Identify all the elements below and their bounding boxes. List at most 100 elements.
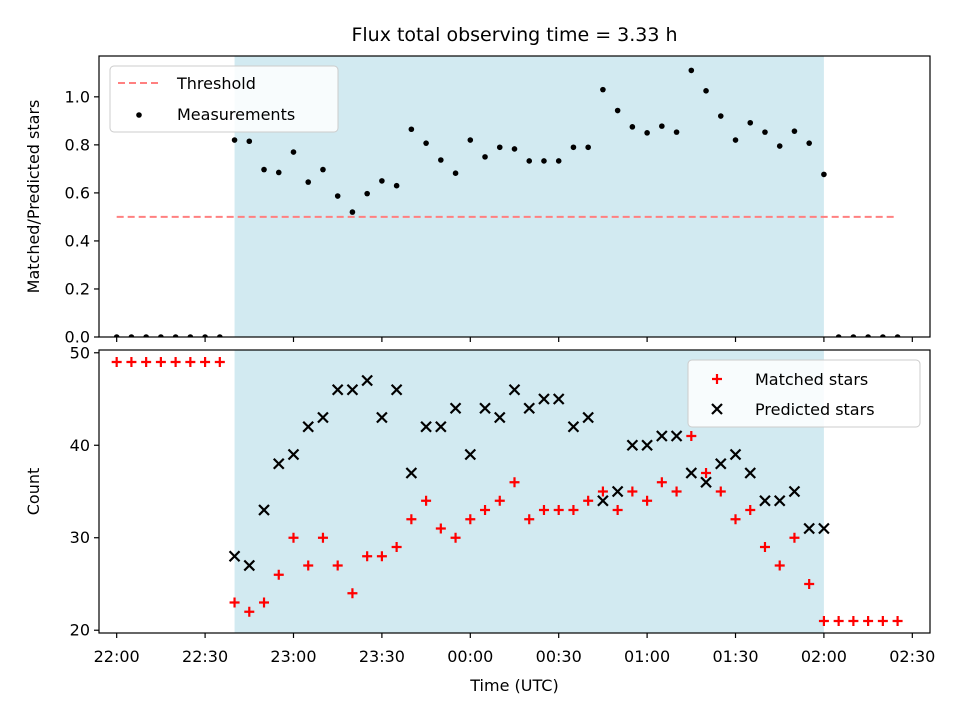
measurement-point	[703, 88, 709, 94]
measurement-point	[717, 113, 724, 119]
matched-star-point	[509, 477, 520, 488]
legend-predicted-label: Predicted stars	[755, 400, 875, 419]
measurement-point	[113, 334, 120, 337]
predicted-star-point	[258, 504, 270, 516]
x-tick-label: 23:30	[359, 647, 405, 666]
measurement-point	[128, 334, 135, 337]
y-tick-label: 20	[70, 621, 90, 640]
measurement-point	[158, 334, 164, 337]
predicted-star-point	[243, 559, 256, 572]
matched-star-point	[391, 541, 402, 552]
y-tick-label: 40	[70, 436, 90, 455]
matched-star-point	[273, 569, 284, 580]
measurement-point	[408, 126, 415, 133]
measurement-point	[217, 334, 223, 337]
y-tick-label: 50	[70, 343, 90, 362]
matched-star-point	[597, 486, 608, 497]
matched-star-point	[111, 357, 122, 368]
measurement-point	[541, 158, 547, 164]
star-count-panel: 20 30 40 50 22:00 22:30 23:00 23:30 00:00 00:30 01…	[24, 343, 935, 695]
matched-star-point	[863, 615, 874, 626]
predicted-star-point	[493, 411, 506, 424]
predicted-star-point	[346, 383, 359, 396]
predicted-star-point	[759, 494, 771, 507]
measurement-point	[275, 169, 282, 176]
y-tick-label: 1.0	[65, 87, 90, 106]
predicted-star-point	[597, 494, 609, 507]
measurement-point	[747, 119, 754, 126]
predicted-star-point	[670, 430, 683, 442]
measurement-point	[570, 144, 577, 151]
measurement-point	[143, 334, 149, 337]
matched-star-point	[155, 357, 166, 368]
predicted-star-point	[287, 448, 300, 461]
y-axis-label: Count	[24, 468, 43, 516]
legend-box	[687, 359, 921, 428]
measurement-point	[452, 170, 459, 177]
matched-star-point	[332, 560, 343, 571]
predicted-star-point	[626, 439, 639, 452]
measurement-point	[776, 143, 783, 149]
matched-star-point	[524, 514, 535, 525]
predicted-star-point	[228, 550, 241, 563]
matched-star-point	[450, 532, 461, 543]
predicted-star-point	[538, 393, 550, 405]
predicted-star-point	[420, 420, 432, 433]
measurement-point	[482, 154, 488, 160]
matched-star-point	[480, 504, 491, 515]
matched-star-point	[701, 468, 712, 479]
matched-star-point	[347, 588, 358, 599]
measurement-point	[290, 149, 297, 155]
measurement-point	[379, 178, 385, 184]
measurement-point	[659, 123, 665, 129]
matched-star-point	[538, 504, 549, 515]
matched-star-point	[376, 551, 387, 562]
matched-star-point	[259, 597, 270, 608]
measurement-point	[438, 157, 444, 163]
measurement-point	[349, 209, 356, 215]
predicted-star-point	[773, 494, 786, 507]
matched-star-point	[406, 514, 417, 525]
matched-star-point	[848, 615, 859, 626]
measurement-point	[320, 166, 326, 173]
y-tick-label: 0.8	[65, 135, 90, 154]
matched-star-point	[642, 495, 653, 506]
predicted-star-point	[449, 402, 462, 415]
predicted-star-point	[714, 457, 727, 470]
measurement-point	[629, 124, 636, 130]
predicted-star-point	[818, 522, 830, 535]
predicted-star-point	[405, 467, 418, 479]
matched-star-point	[244, 606, 255, 617]
predicted-star-point	[302, 420, 315, 433]
predicted-star-point	[361, 374, 373, 387]
matched-star-point	[612, 504, 623, 515]
measurement-point	[821, 171, 827, 178]
chart-title: Flux total observing time = 3.33 h	[351, 24, 677, 46]
matched-star-point	[818, 615, 829, 626]
predicted-star-point	[685, 467, 698, 479]
y-tick-label: 0.4	[65, 231, 90, 250]
x-tick-label: 23:00	[270, 647, 316, 666]
measurement-point	[467, 137, 474, 143]
measurement-point	[231, 137, 238, 143]
x-tick-label: 22:30	[182, 647, 228, 666]
axes-frame	[98, 349, 931, 634]
measurement-point	[865, 334, 871, 337]
predicted-star-point	[464, 448, 477, 461]
legend-measurement-label: Measurements	[177, 105, 295, 124]
y-tick-label: 0.2	[65, 279, 90, 298]
measurement-point	[364, 190, 370, 197]
matched-star-point	[200, 357, 211, 368]
predicted-star-point	[508, 383, 521, 396]
measurement-point	[246, 138, 253, 145]
matched-star-point	[789, 532, 800, 543]
matched-star-point	[317, 532, 328, 543]
measurement-point	[496, 144, 503, 151]
measurement-point	[393, 182, 400, 189]
predicted-star-point	[272, 457, 285, 470]
x-tick-label: 01:00	[624, 647, 670, 666]
matched-star-point	[833, 615, 844, 626]
matched-star-point	[126, 357, 137, 368]
measurement-point	[511, 146, 518, 152]
plot-area	[113, 67, 901, 337]
